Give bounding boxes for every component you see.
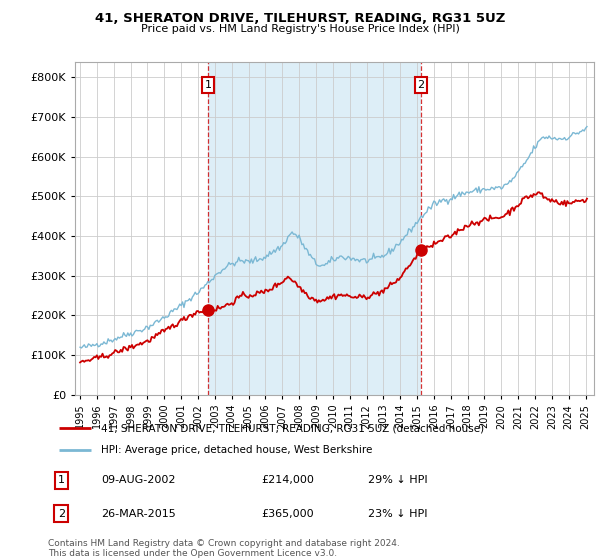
- Text: Price paid vs. HM Land Registry's House Price Index (HPI): Price paid vs. HM Land Registry's House …: [140, 24, 460, 34]
- Text: 2: 2: [58, 508, 65, 519]
- Text: £365,000: £365,000: [262, 508, 314, 519]
- Text: 26-MAR-2015: 26-MAR-2015: [101, 508, 176, 519]
- Text: £214,000: £214,000: [262, 475, 314, 486]
- Text: 1: 1: [205, 80, 212, 90]
- Bar: [208, 62, 421, 395]
- Text: 29% ↓ HPI: 29% ↓ HPI: [368, 475, 428, 486]
- Text: 1: 1: [58, 475, 65, 486]
- Text: HPI: Average price, detached house, West Berkshire: HPI: Average price, detached house, West…: [101, 445, 373, 455]
- Text: 41, SHERATON DRIVE, TILEHURST, READING, RG31 5UZ (detached house): 41, SHERATON DRIVE, TILEHURST, READING, …: [101, 423, 485, 433]
- Text: 09-AUG-2002: 09-AUG-2002: [101, 475, 176, 486]
- Text: 2: 2: [418, 80, 425, 90]
- Text: 41, SHERATON DRIVE, TILEHURST, READING, RG31 5UZ: 41, SHERATON DRIVE, TILEHURST, READING, …: [95, 12, 505, 25]
- Text: Contains HM Land Registry data © Crown copyright and database right 2024.
This d: Contains HM Land Registry data © Crown c…: [48, 539, 400, 558]
- Text: 23% ↓ HPI: 23% ↓ HPI: [368, 508, 428, 519]
